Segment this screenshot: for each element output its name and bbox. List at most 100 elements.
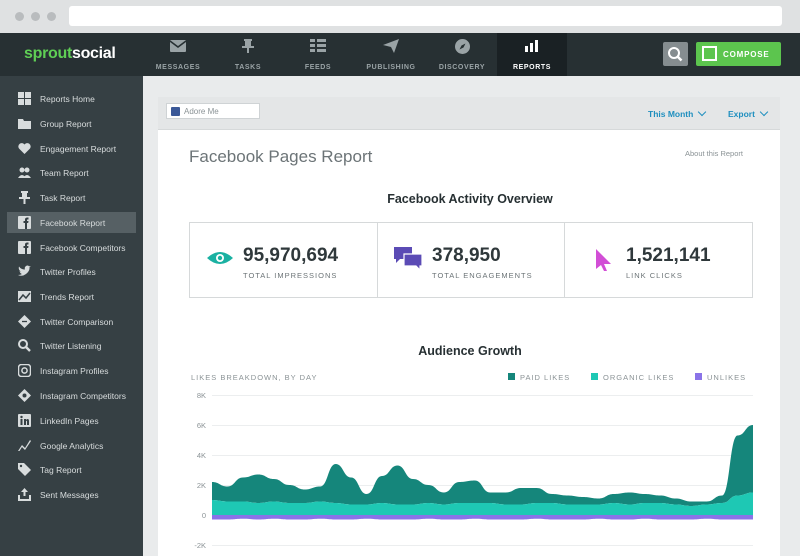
sidebar-item-label: Group Report [40,119,92,129]
legend-label: UNLIKES [707,373,747,382]
chevron-down-icon [698,107,707,117]
sidebar-item-linkedin-pages[interactable]: LinkedIn Pages [7,410,136,431]
series-paid-likes-area[interactable] [212,425,753,506]
legend-label: PAID LIKES [520,373,571,382]
pin-icon [18,191,31,204]
report-toolbar [158,97,780,130]
browser-chrome [0,0,800,33]
stat-value: 1,521,141 [626,245,711,266]
window-close-dot[interactable] [15,12,24,21]
sidebar-item-label: Instagram Profiles [40,366,109,376]
chevron-down-icon [759,107,769,117]
analytics-icon [18,439,31,452]
sidebar-item-google-analytics[interactable]: Google Analytics [7,435,136,456]
y-tick-label: 2K [196,481,206,490]
grid-line [212,425,753,426]
compose-button[interactable]: COMPOSE [696,42,781,66]
sidebar-item-engagement-report[interactable]: Engagement Report [7,138,136,159]
sidebar-item-group-report[interactable]: Group Report [7,113,136,134]
sidebar-item-sent-messages[interactable]: Sent Messages [7,484,136,505]
y-tick-label: -2K [194,541,206,550]
nav-reports[interactable]: REPORTS [497,33,567,76]
compose-icon [702,46,717,61]
sidebar-item-label: Facebook Competitors [40,243,126,253]
sidebar-item-label: Tag Report [40,465,82,475]
sidebar-item-label: Task Report [40,193,86,203]
search-icon [668,47,683,62]
sidebar-item-label: LinkedIn Pages [40,416,99,426]
sidebar-item-reports-home[interactable]: Reports Home [7,88,136,109]
bar-chart-icon [497,39,567,61]
series-unlikes-area[interactable] [212,515,753,520]
legend-swatch [591,373,598,380]
nav-discovery[interactable]: DISCOVERY [427,33,497,76]
legend-organic-likes[interactable]: ORGANIC LIKES [591,373,674,382]
sidebar-item-task-report[interactable]: Task Report [7,187,136,208]
address-bar[interactable] [69,6,782,26]
sidebar-item-label: Sent Messages [40,490,99,500]
sidebar-item-label: Trends Report [40,292,95,302]
sidebar-item-facebook-report[interactable]: Facebook Report [7,212,136,233]
sidebar-item-team-report[interactable]: Team Report [7,162,136,183]
app-logo[interactable]: sproutsocial [24,45,116,63]
nav-label: PUBLISHING [366,64,416,71]
nav-label: FEEDS [304,64,332,71]
search-button[interactable] [663,42,688,66]
grid-icon [18,92,31,105]
window-zoom-dot[interactable] [47,12,56,21]
page-selector[interactable]: Adore Me [166,103,260,119]
stat-label: TOTAL IMPRESSIONS [243,271,338,280]
sidebar-item-label: Google Analytics [40,441,104,451]
sidebar-item-twitter-listening[interactable]: Twitter Listening [7,335,136,356]
sidebar-item-facebook-competitors[interactable]: Facebook Competitors [7,237,136,258]
heart-icon [18,142,31,155]
about-report-link[interactable]: About this Report [685,149,743,158]
sent-icon [18,488,31,501]
envelope-icon [143,39,213,61]
legend-swatch [508,373,515,380]
window-minimize-dot[interactable] [31,12,40,21]
nav-label: TASKS [234,64,262,71]
legend-unlikes[interactable]: UNLIKES [695,373,746,382]
sidebar-item-trends-report[interactable]: Trends Report [7,286,136,307]
team-icon [18,166,31,179]
sidebar-item-label: Instagram Competitors [40,391,126,401]
nav-messages[interactable]: MESSAGES [143,33,213,76]
chat-bubbles-icon [394,247,423,276]
chart-subtitle: LIKES BREAKDOWN, BY DAY [191,373,318,382]
stat-impressions: 95,970,694 TOTAL IMPRESSIONS [190,223,378,297]
grid-line [212,545,753,546]
stat-value: 378,950 [432,245,501,266]
series-organic-likes-area[interactable] [212,492,753,516]
stat-value: 95,970,694 [243,245,339,266]
list-icon [283,39,353,61]
sidebar-item-label: Twitter Comparison [40,317,114,327]
twitter-icon [18,265,31,278]
facebook-icon [171,107,180,116]
sidebar-item-twitter-profiles[interactable]: Twitter Profiles [7,261,136,282]
listening-icon [18,339,31,352]
nav-publishing[interactable]: PUBLISHING [353,33,429,76]
linkedin-icon [18,414,31,427]
y-tick-label: 6K [196,421,206,430]
export-dropdown[interactable]: Export [728,107,769,119]
nav-feeds[interactable]: FEEDS [283,33,353,76]
legend-paid-likes[interactable]: PAID LIKES [508,373,570,382]
facebook-icon [18,216,31,229]
nav-tasks[interactable]: TASKS [213,33,283,76]
logo-text-social: social [71,45,116,62]
sidebar-item-twitter-comparison[interactable]: Twitter Comparison [7,311,136,332]
folder-icon [18,117,31,130]
chart-title: Audience Growth [418,344,522,358]
stats-overview: 95,970,694 TOTAL IMPRESSIONS 378,950 TOT… [189,222,753,298]
date-range-label: This Month [648,109,694,119]
sidebar-item-tag-report[interactable]: Tag Report [7,459,136,480]
compass-icon [427,39,497,61]
sidebar-item-instagram-competitors[interactable]: Instagram Competitors [7,385,136,406]
grid-line [212,455,753,456]
date-range-dropdown[interactable]: This Month [648,107,707,119]
sidebar-item-label: Engagement Report [40,144,117,154]
sidebar-item-instagram-profiles[interactable]: Instagram Profiles [7,360,136,381]
facebook-compare-icon [18,241,31,254]
pin-icon [213,39,283,61]
